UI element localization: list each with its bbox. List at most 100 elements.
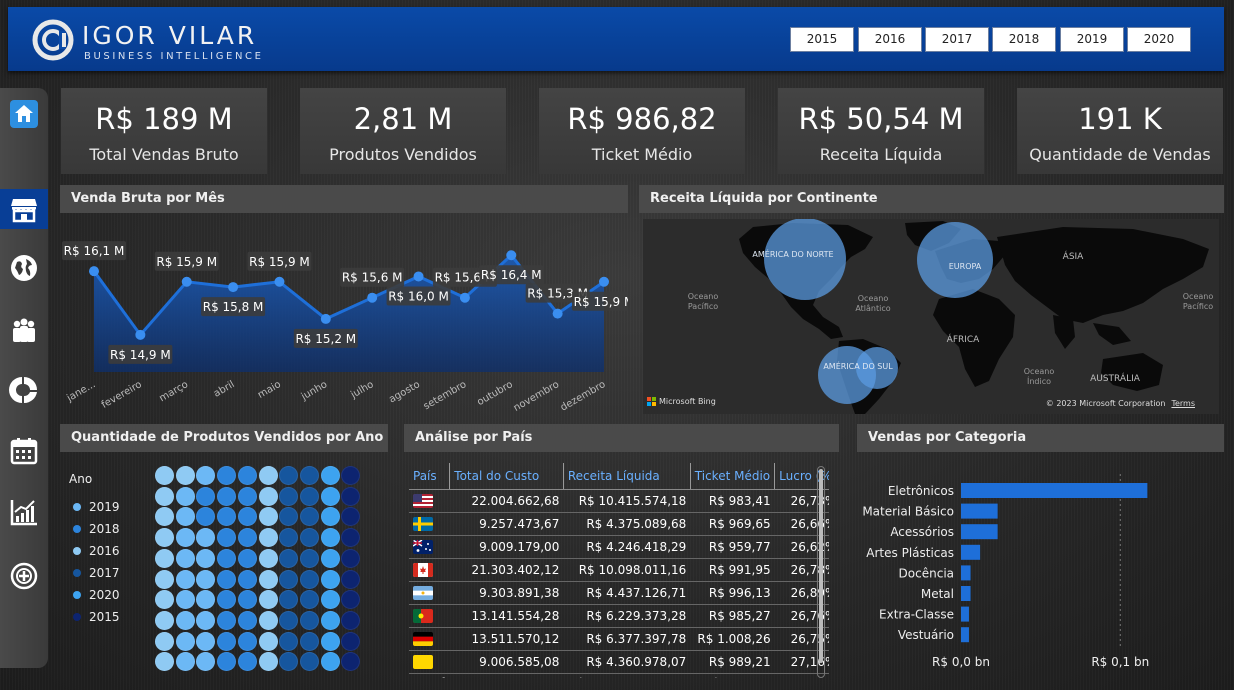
waffle-cell[interactable] bbox=[341, 486, 361, 506]
waffle-cell[interactable] bbox=[258, 466, 278, 485]
waffle-cell[interactable] bbox=[237, 507, 257, 527]
waffle-cell[interactable] bbox=[196, 466, 216, 485]
waffle-cell[interactable] bbox=[155, 610, 174, 630]
table-row[interactable]: 21.303.402,12 R$ 10.098.011,16 R$ 991,95… bbox=[409, 558, 829, 582]
waffle-cell[interactable] bbox=[341, 610, 361, 630]
waffle-cell[interactable] bbox=[279, 548, 299, 568]
waffle-cell[interactable] bbox=[258, 548, 278, 568]
legend-item-2017[interactable]: 2017 bbox=[73, 566, 120, 580]
waffle-cell[interactable] bbox=[217, 569, 237, 589]
waffle-cell[interactable] bbox=[320, 590, 340, 610]
bubble-europe[interactable] bbox=[917, 222, 993, 298]
table-row[interactable]: 9.303.891,38 R$ 4.437.126,71 R$ 996,13 2… bbox=[409, 581, 829, 605]
waffle-cell[interactable] bbox=[175, 466, 195, 485]
waffle-cell[interactable] bbox=[320, 548, 340, 568]
legend-item-2020[interactable]: 2020 bbox=[73, 588, 120, 602]
header-ticket-medio[interactable]: Ticket Médio bbox=[689, 463, 775, 490]
table-row[interactable]: 9.006.585,08 R$ 4.360.978,07 R$ 989,21 2… bbox=[409, 650, 829, 674]
legend-item-2016[interactable]: 2016 bbox=[73, 544, 120, 558]
year-button-2017[interactable]: 2017 bbox=[925, 27, 989, 52]
waffle-cell[interactable] bbox=[175, 569, 195, 589]
waffle-cell[interactable] bbox=[258, 569, 278, 589]
waffle-cell[interactable] bbox=[237, 631, 257, 651]
waffle-cell[interactable] bbox=[279, 610, 299, 630]
year-button-2020[interactable]: 2020 bbox=[1127, 27, 1191, 52]
waffle-cell[interactable] bbox=[279, 569, 299, 589]
world-map[interactable]: Oceano Pacífico Oceano Atlântico Oceano … bbox=[643, 219, 1219, 414]
waffle-cell[interactable] bbox=[217, 528, 237, 548]
waffle-cell[interactable] bbox=[237, 548, 257, 568]
waffle-cell[interactable] bbox=[258, 528, 278, 548]
waffle-cell[interactable] bbox=[237, 590, 257, 610]
waffle-cell[interactable] bbox=[217, 652, 237, 672]
waffle-cell[interactable] bbox=[237, 652, 257, 672]
year-button-2016[interactable]: 2016 bbox=[858, 27, 922, 52]
waffle-cell[interactable] bbox=[341, 548, 361, 568]
nav-store[interactable] bbox=[0, 189, 48, 229]
waffle-cell[interactable] bbox=[237, 569, 257, 589]
waffle-cell[interactable] bbox=[320, 528, 340, 548]
waffle-cell[interactable] bbox=[341, 569, 361, 589]
header-pais[interactable]: País bbox=[409, 463, 450, 490]
category-bar[interactable] bbox=[961, 524, 998, 540]
waffle-cell[interactable] bbox=[237, 486, 257, 506]
legend-item-2018[interactable]: 2018 bbox=[73, 522, 120, 536]
data-point[interactable] bbox=[135, 329, 146, 340]
data-point[interactable] bbox=[506, 250, 517, 261]
terms-link[interactable]: Terms bbox=[1171, 399, 1195, 408]
data-point[interactable] bbox=[320, 313, 331, 324]
waffle-cell[interactable] bbox=[299, 652, 319, 672]
year-button-2015[interactable]: 2015 bbox=[790, 27, 854, 52]
waffle-cell[interactable] bbox=[155, 486, 174, 506]
nav-calendar[interactable] bbox=[0, 431, 48, 471]
table-row[interactable]: 22.004.662,68 R$ 10.415.574,18 R$ 983,41… bbox=[409, 489, 829, 513]
waffle-cell[interactable] bbox=[155, 528, 174, 548]
bubble-south-america-secondary[interactable] bbox=[856, 347, 898, 389]
waffle-cell[interactable] bbox=[196, 569, 216, 589]
data-point[interactable] bbox=[89, 266, 99, 277]
waffle-cell[interactable] bbox=[258, 507, 278, 527]
nav-target[interactable] bbox=[0, 556, 48, 596]
waffle-cell[interactable] bbox=[155, 466, 174, 485]
data-point[interactable] bbox=[228, 282, 239, 293]
waffle-cell[interactable] bbox=[299, 507, 319, 527]
waffle-cell[interactable] bbox=[175, 610, 195, 630]
nav-people[interactable] bbox=[0, 310, 48, 350]
waffle-cell[interactable] bbox=[258, 486, 278, 506]
waffle-cell[interactable] bbox=[217, 590, 237, 610]
legend-item-2019[interactable]: 2019 bbox=[73, 500, 120, 514]
waffle-cell[interactable] bbox=[279, 631, 299, 651]
data-point[interactable] bbox=[181, 276, 192, 287]
category-bar[interactable] bbox=[961, 544, 981, 560]
waffle-cell[interactable] bbox=[320, 569, 340, 589]
waffle-cell[interactable] bbox=[258, 631, 278, 651]
waffle-cell[interactable] bbox=[196, 507, 216, 527]
category-bar[interactable] bbox=[961, 606, 969, 622]
scrollbar-thumb[interactable] bbox=[819, 469, 823, 663]
waffle-cell[interactable] bbox=[155, 590, 174, 610]
waffle-cell[interactable] bbox=[196, 590, 216, 610]
waffle-cell[interactable] bbox=[155, 548, 174, 568]
waffle-cell[interactable] bbox=[217, 466, 237, 485]
waffle-cell[interactable] bbox=[155, 652, 174, 672]
waffle-cell[interactable] bbox=[155, 507, 174, 527]
waffle-cell[interactable] bbox=[196, 548, 216, 568]
waffle-cell[interactable] bbox=[279, 590, 299, 610]
waffle-cell[interactable] bbox=[175, 631, 195, 651]
waffle-cell[interactable] bbox=[217, 631, 237, 651]
waffle-cell[interactable] bbox=[299, 486, 319, 506]
data-point[interactable] bbox=[274, 276, 285, 287]
data-point[interactable] bbox=[552, 308, 563, 319]
waffle-cell[interactable] bbox=[217, 610, 237, 630]
waffle-cell[interactable] bbox=[279, 466, 299, 485]
waffle-cell[interactable] bbox=[196, 486, 216, 506]
waffle-cell[interactable] bbox=[258, 590, 278, 610]
waffle-cell[interactable] bbox=[341, 631, 361, 651]
category-bar[interactable] bbox=[961, 565, 971, 581]
waffle-cell[interactable] bbox=[320, 652, 340, 672]
category-bar[interactable] bbox=[961, 503, 998, 519]
nav-growth-chart[interactable] bbox=[0, 492, 48, 532]
table-row[interactable]: 9.009.179,00 R$ 4.246.418,29 R$ 959,77 2… bbox=[409, 535, 829, 559]
bubble-north-america[interactable] bbox=[764, 219, 846, 300]
waffle-cell[interactable] bbox=[175, 590, 195, 610]
